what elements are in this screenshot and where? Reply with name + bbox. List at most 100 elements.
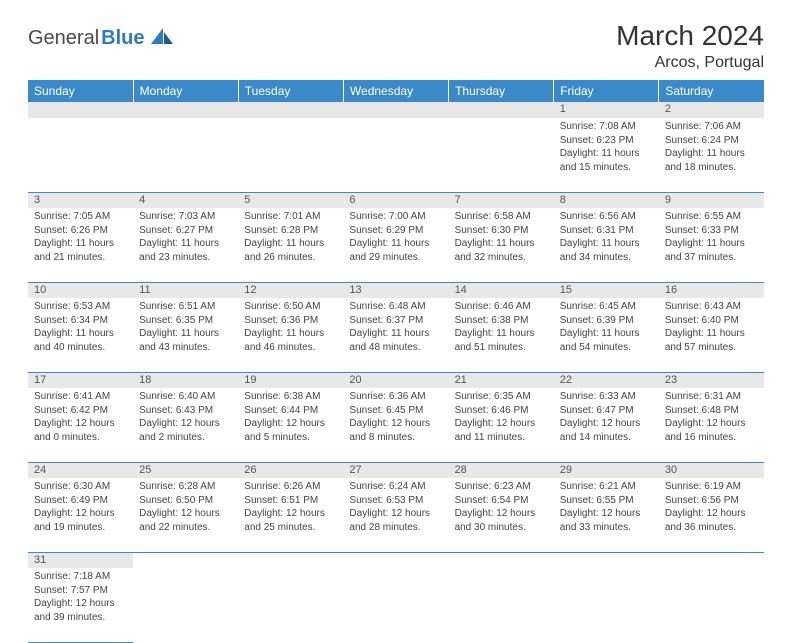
day-number-cell: 8 xyxy=(554,192,659,208)
day-number-cell: 30 xyxy=(659,462,764,478)
day-details: Sunrise: 6:26 AMSunset: 6:51 PMDaylight:… xyxy=(238,478,343,538)
day-line-d2: and 39 minutes. xyxy=(34,611,127,625)
day-line-ss: Sunset: 6:34 PM xyxy=(34,314,127,328)
day-line-ss: Sunset: 6:39 PM xyxy=(560,314,653,328)
day-details: Sunrise: 7:08 AMSunset: 6:23 PMDaylight:… xyxy=(554,118,659,178)
weekday-header: Monday xyxy=(133,80,238,102)
day-line-d1: Daylight: 11 hours xyxy=(665,327,758,341)
day-line-d2: and 48 minutes. xyxy=(349,341,442,355)
day-line-ss: Sunset: 6:44 PM xyxy=(244,404,337,418)
day-line-d1: Daylight: 12 hours xyxy=(455,417,548,431)
day-line-d2: and 34 minutes. xyxy=(560,251,653,265)
day-number-cell: 21 xyxy=(449,372,554,388)
day-number: 18 xyxy=(133,373,238,387)
logo-text-blue: Blue xyxy=(101,27,144,50)
day-number-cell: 18 xyxy=(133,372,238,388)
day-cell: Sunrise: 6:50 AMSunset: 6:36 PMDaylight:… xyxy=(238,298,343,372)
day-number: 10 xyxy=(28,283,133,297)
day-line-d2: and 11 minutes. xyxy=(455,431,548,445)
day-cell xyxy=(554,568,659,642)
day-line-ss: Sunset: 6:24 PM xyxy=(665,134,758,148)
day-details: Sunrise: 7:06 AMSunset: 6:24 PMDaylight:… xyxy=(659,118,764,178)
day-cell: Sunrise: 6:28 AMSunset: 6:50 PMDaylight:… xyxy=(133,478,238,552)
day-line-d2: and 2 minutes. xyxy=(139,431,232,445)
day-cell xyxy=(133,118,238,192)
day-line-d1: Daylight: 11 hours xyxy=(560,237,653,251)
day-cell xyxy=(238,118,343,192)
day-line-sr: Sunrise: 6:19 AM xyxy=(665,480,758,494)
day-number-cell: 17 xyxy=(28,372,133,388)
day-details: Sunrise: 6:43 AMSunset: 6:40 PMDaylight:… xyxy=(659,298,764,358)
day-number-cell: 10 xyxy=(28,282,133,298)
day-cell: Sunrise: 6:36 AMSunset: 6:45 PMDaylight:… xyxy=(343,388,448,462)
day-number: 3 xyxy=(28,193,133,207)
day-line-sr: Sunrise: 6:46 AM xyxy=(455,300,548,314)
day-number: 28 xyxy=(449,463,554,477)
day-line-d1: Daylight: 11 hours xyxy=(34,327,127,341)
day-details: Sunrise: 6:38 AMSunset: 6:44 PMDaylight:… xyxy=(238,388,343,448)
day-details: Sunrise: 6:58 AMSunset: 6:30 PMDaylight:… xyxy=(449,208,554,268)
day-line-d2: and 8 minutes. xyxy=(349,431,442,445)
day-line-d2: and 57 minutes. xyxy=(665,341,758,355)
day-details: Sunrise: 6:31 AMSunset: 6:48 PMDaylight:… xyxy=(659,388,764,448)
day-details: Sunrise: 6:24 AMSunset: 6:53 PMDaylight:… xyxy=(343,478,448,538)
day-cell: Sunrise: 6:31 AMSunset: 6:48 PMDaylight:… xyxy=(659,388,764,462)
day-number-cell xyxy=(343,102,448,118)
day-number-cell xyxy=(133,102,238,118)
day-cell: Sunrise: 6:40 AMSunset: 6:43 PMDaylight:… xyxy=(133,388,238,462)
day-details: Sunrise: 6:30 AMSunset: 6:49 PMDaylight:… xyxy=(28,478,133,538)
day-cell: Sunrise: 7:06 AMSunset: 6:24 PMDaylight:… xyxy=(659,118,764,192)
day-number: 25 xyxy=(133,463,238,477)
day-line-d1: Daylight: 11 hours xyxy=(139,327,232,341)
day-line-ss: Sunset: 6:37 PM xyxy=(349,314,442,328)
day-line-ss: Sunset: 6:28 PM xyxy=(244,224,337,238)
day-line-d2: and 51 minutes. xyxy=(455,341,548,355)
day-line-ss: Sunset: 6:43 PM xyxy=(139,404,232,418)
day-line-d1: Daylight: 11 hours xyxy=(349,327,442,341)
day-number-cell: 2 xyxy=(659,102,764,118)
day-cell xyxy=(133,568,238,642)
day-number: 12 xyxy=(238,283,343,297)
day-number-cell xyxy=(449,552,554,568)
location: Arcos, Portugal xyxy=(616,54,764,72)
day-number-cell: 16 xyxy=(659,282,764,298)
day-number-cell xyxy=(238,552,343,568)
day-line-ss: Sunset: 6:36 PM xyxy=(244,314,337,328)
day-cell: Sunrise: 6:26 AMSunset: 6:51 PMDaylight:… xyxy=(238,478,343,552)
day-cell xyxy=(449,118,554,192)
day-line-d2: and 19 minutes. xyxy=(34,521,127,535)
day-cell: Sunrise: 6:46 AMSunset: 6:38 PMDaylight:… xyxy=(449,298,554,372)
day-number-row: 31 xyxy=(28,552,764,568)
week-row: Sunrise: 7:18 AMSunset: 7:57 PMDaylight:… xyxy=(28,568,764,642)
day-number: 14 xyxy=(449,283,554,297)
day-cell: Sunrise: 6:58 AMSunset: 6:30 PMDaylight:… xyxy=(449,208,554,282)
day-line-sr: Sunrise: 6:55 AM xyxy=(665,210,758,224)
day-number-row: 12 xyxy=(28,102,764,118)
day-line-sr: Sunrise: 7:01 AM xyxy=(244,210,337,224)
day-details: Sunrise: 7:00 AMSunset: 6:29 PMDaylight:… xyxy=(343,208,448,268)
day-line-ss: Sunset: 6:31 PM xyxy=(560,224,653,238)
day-line-d1: Daylight: 12 hours xyxy=(665,507,758,521)
day-number-cell: 1 xyxy=(554,102,659,118)
day-line-sr: Sunrise: 6:21 AM xyxy=(560,480,653,494)
day-cell xyxy=(28,118,133,192)
day-number: 19 xyxy=(238,373,343,387)
month-title: March 2024 xyxy=(616,20,764,52)
day-line-sr: Sunrise: 7:18 AM xyxy=(34,570,127,584)
day-line-d1: Daylight: 11 hours xyxy=(455,237,548,251)
day-line-d2: and 14 minutes. xyxy=(560,431,653,445)
logo: GeneralBlue xyxy=(28,26,175,51)
day-number-cell: 15 xyxy=(554,282,659,298)
week-row: Sunrise: 7:05 AMSunset: 6:26 PMDaylight:… xyxy=(28,208,764,282)
day-cell: Sunrise: 7:01 AMSunset: 6:28 PMDaylight:… xyxy=(238,208,343,282)
day-number: 22 xyxy=(554,373,659,387)
day-line-ss: Sunset: 6:42 PM xyxy=(34,404,127,418)
day-details: Sunrise: 6:28 AMSunset: 6:50 PMDaylight:… xyxy=(133,478,238,538)
day-cell xyxy=(659,568,764,642)
day-line-d1: Daylight: 11 hours xyxy=(244,327,337,341)
day-cell xyxy=(343,118,448,192)
day-number-cell: 12 xyxy=(238,282,343,298)
day-line-d2: and 15 minutes. xyxy=(560,161,653,175)
day-line-d2: and 21 minutes. xyxy=(34,251,127,265)
week-row: Sunrise: 7:08 AMSunset: 6:23 PMDaylight:… xyxy=(28,118,764,192)
